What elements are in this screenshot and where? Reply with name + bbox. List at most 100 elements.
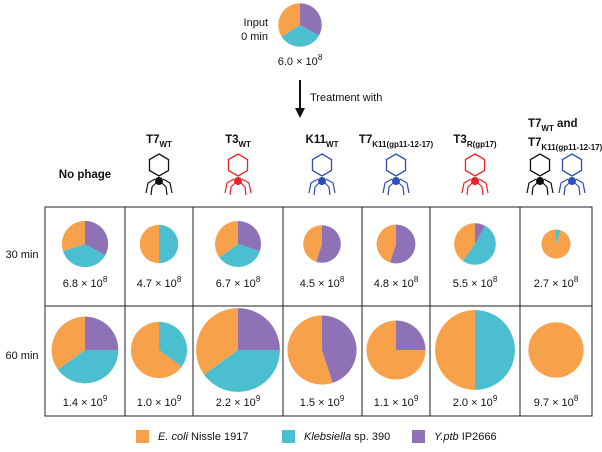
pie-slice xyxy=(203,350,281,393)
phage-leg xyxy=(477,182,484,196)
pie-total-part: 6.7 × 10 xyxy=(216,278,256,290)
phage-leg xyxy=(382,178,393,194)
column-header: K11WT xyxy=(306,134,339,149)
pie-total-part: 2.0 × 10 xyxy=(453,397,493,409)
phage-leg xyxy=(162,178,173,194)
pie-outline xyxy=(376,224,416,264)
phage-leg xyxy=(574,182,581,196)
pie-total: 2.2 × 109 xyxy=(216,394,261,409)
pie-slice xyxy=(453,222,475,262)
pie-total: 1.1 × 109 xyxy=(374,394,419,409)
phage-leg xyxy=(325,178,336,194)
pie-slice xyxy=(316,224,342,264)
pie-slice xyxy=(389,224,416,264)
pie-slice xyxy=(85,316,119,350)
pie-total: 6.7 × 108 xyxy=(216,275,261,290)
pie-outline xyxy=(61,220,109,268)
pie-total: 1.5 × 109 xyxy=(300,394,345,409)
pie-slice xyxy=(528,322,584,378)
phage-icon xyxy=(558,153,586,196)
phage-body xyxy=(318,177,326,185)
phage-leg xyxy=(399,178,410,194)
column-header: T3WT xyxy=(225,134,251,149)
column-header: T3R(gp17) xyxy=(453,134,497,149)
pie-slice xyxy=(277,3,300,37)
phage-leg xyxy=(558,178,569,194)
phage-leg xyxy=(229,182,236,196)
phage-icon xyxy=(526,153,554,196)
pie-outline xyxy=(130,321,188,379)
phage-body xyxy=(536,177,544,185)
phage-leg xyxy=(542,182,549,196)
column-header-part: T7 xyxy=(528,118,541,130)
pie-total-part: 4.5 × 10 xyxy=(300,278,340,290)
column-header: T7K11(gp11-12-17) xyxy=(528,137,602,152)
phage-leg xyxy=(241,178,252,194)
phage-head xyxy=(529,153,551,177)
pie-total-part: 9 xyxy=(256,394,261,403)
phage-leg xyxy=(308,178,319,194)
treatment-label: Treatment with xyxy=(310,92,382,104)
pie-total: 2.0 × 109 xyxy=(453,394,498,409)
pie-outline xyxy=(302,224,342,264)
column-header-part: and xyxy=(554,118,578,130)
pie-total-part: 8 xyxy=(103,275,108,284)
pie-slice xyxy=(556,229,561,244)
legend-label: Klebsiella sp. 390 xyxy=(304,431,390,443)
phage-leg xyxy=(145,178,156,194)
phage-leg xyxy=(387,182,394,196)
legend-label-part: Nissle 1917 xyxy=(188,431,249,443)
column-header-part: WT xyxy=(541,124,554,133)
pie-total-part: 2.2 × 10 xyxy=(216,397,256,409)
column-header: No phage xyxy=(59,169,111,181)
phage-body xyxy=(234,177,242,185)
pie-total-part: 9 xyxy=(340,394,345,403)
pie-total: 4.7 × 108 xyxy=(137,275,182,290)
legend-label-part: E. coli xyxy=(158,431,189,443)
pie-slice xyxy=(238,220,262,252)
column-header-part: T7 xyxy=(528,137,541,149)
column-header-part: K11 xyxy=(306,134,327,146)
pie-slice xyxy=(159,321,188,367)
pie-total-part: 9 xyxy=(493,394,498,403)
phage-head xyxy=(227,153,249,177)
table-border xyxy=(44,206,593,417)
pie-total-part: 9 xyxy=(103,394,108,403)
phage-body xyxy=(471,177,479,185)
pie-outline xyxy=(540,228,572,260)
pie-total-part: 8 xyxy=(574,275,579,284)
column-header-part: T7 xyxy=(146,134,159,146)
legend-label-part: IP2666 xyxy=(459,431,497,443)
pie-slice xyxy=(302,224,322,263)
pie-total-part: 8 xyxy=(256,275,261,284)
pie-slice xyxy=(85,220,109,256)
input-total: 6.0 × 108 xyxy=(278,53,323,68)
pie-total-part: 8 xyxy=(574,394,579,403)
legend-label: E. coli Nissle 1917 xyxy=(158,431,249,443)
pie-total-part: 8 xyxy=(414,275,419,284)
pie-outline xyxy=(453,222,497,266)
phage-leg xyxy=(543,178,554,194)
pie-total-part: 9 xyxy=(177,394,182,403)
pie-slice xyxy=(238,307,281,350)
phage-body xyxy=(392,177,400,185)
phage-leg xyxy=(240,182,247,196)
input-label: Input xyxy=(244,17,268,29)
column-header-part: WT xyxy=(326,140,339,149)
row-label: 60 min xyxy=(5,350,38,362)
pie-total-part: 4.7 × 10 xyxy=(137,278,177,290)
pie-slice xyxy=(130,321,182,379)
pie-outline xyxy=(434,309,516,391)
phage-leg xyxy=(324,182,331,196)
phage-leg xyxy=(531,182,538,196)
pie-outline xyxy=(277,2,323,48)
pie-total-part: 4.8 × 10 xyxy=(374,278,414,290)
column-header: T7WT xyxy=(146,134,172,149)
phage-leg xyxy=(150,182,157,196)
pie-total: 9.7 × 108 xyxy=(534,394,579,409)
pie-slice xyxy=(300,3,322,36)
column-header-part: No phage xyxy=(59,169,111,181)
pie-slice xyxy=(434,309,475,391)
pie-slice xyxy=(475,222,486,244)
